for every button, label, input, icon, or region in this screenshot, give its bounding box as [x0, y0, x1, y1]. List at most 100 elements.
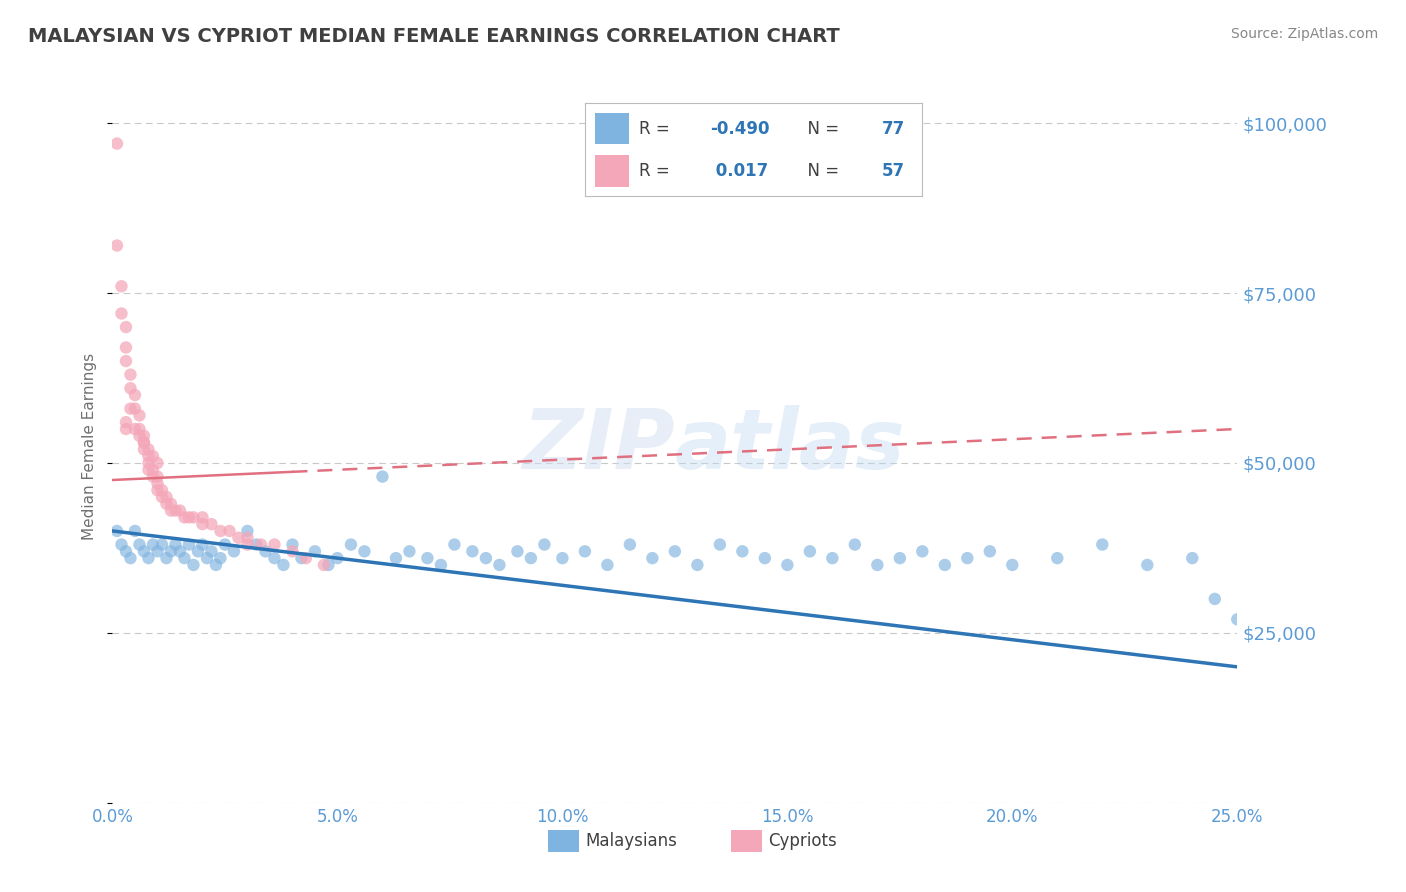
Point — [236, 524, 259, 538]
Point — [200, 517, 222, 532]
Point — [191, 517, 214, 532]
Point — [844, 537, 866, 551]
Point — [1204, 591, 1226, 606]
Point — [132, 442, 155, 457]
Point — [155, 490, 177, 504]
Point — [475, 551, 498, 566]
Point — [169, 503, 191, 517]
Point — [120, 401, 142, 416]
Point — [1046, 551, 1069, 566]
Point — [165, 503, 187, 517]
Point — [195, 551, 218, 566]
Point — [731, 544, 754, 558]
Point — [398, 544, 420, 558]
Point — [281, 544, 304, 558]
Point — [142, 469, 165, 483]
Point — [128, 429, 150, 443]
Point — [245, 537, 267, 551]
Point — [115, 320, 138, 334]
Point — [115, 544, 138, 558]
Y-axis label: Median Female Earnings: Median Female Earnings — [82, 352, 97, 540]
Point — [209, 551, 232, 566]
Point — [236, 531, 259, 545]
Point — [520, 551, 543, 566]
Point — [506, 544, 529, 558]
Point — [128, 409, 150, 423]
Point — [273, 558, 295, 572]
Point — [183, 558, 205, 572]
Point — [574, 544, 596, 558]
Point — [709, 537, 731, 551]
Point — [218, 524, 240, 538]
Point — [138, 463, 160, 477]
Point — [155, 551, 177, 566]
Point — [191, 510, 214, 524]
Point — [138, 442, 160, 457]
Point — [142, 537, 165, 551]
Point — [443, 537, 465, 551]
Point — [160, 497, 183, 511]
Point — [1091, 537, 1114, 551]
Point — [911, 544, 934, 558]
Point — [619, 537, 641, 551]
Point — [318, 558, 340, 572]
Point — [110, 306, 132, 320]
Point — [142, 463, 165, 477]
Point — [776, 558, 799, 572]
Point — [461, 544, 484, 558]
Point — [821, 551, 844, 566]
Point — [124, 388, 146, 402]
Point — [312, 558, 335, 572]
Point — [228, 531, 250, 545]
Point — [686, 558, 709, 572]
Point — [596, 558, 619, 572]
Point — [115, 354, 138, 368]
Point — [281, 537, 304, 551]
Point — [551, 551, 574, 566]
Point — [205, 558, 228, 572]
Text: Cypriots: Cypriots — [768, 832, 837, 850]
Point — [1136, 558, 1159, 572]
Point — [132, 544, 155, 558]
Point — [120, 381, 142, 395]
Point — [290, 551, 312, 566]
Point — [191, 537, 214, 551]
Point — [934, 558, 956, 572]
Point — [115, 341, 138, 355]
Text: Source: ZipAtlas.com: Source: ZipAtlas.com — [1230, 27, 1378, 41]
Point — [177, 510, 200, 524]
Point — [385, 551, 408, 566]
Point — [132, 429, 155, 443]
Point — [222, 544, 245, 558]
Point — [138, 449, 160, 463]
Point — [105, 238, 128, 252]
Point — [956, 551, 979, 566]
Point — [110, 279, 132, 293]
Point — [1226, 612, 1249, 626]
Point — [128, 422, 150, 436]
Point — [115, 415, 138, 429]
Point — [165, 537, 187, 551]
Point — [214, 537, 236, 551]
Point — [105, 524, 128, 538]
Point — [641, 551, 664, 566]
Point — [124, 524, 146, 538]
Point — [155, 497, 177, 511]
Point — [173, 510, 195, 524]
Point — [138, 551, 160, 566]
Point — [146, 469, 169, 483]
Point — [664, 544, 686, 558]
Point — [187, 544, 209, 558]
Point — [326, 551, 349, 566]
Point — [200, 544, 222, 558]
Point — [132, 435, 155, 450]
Point — [263, 537, 285, 551]
Text: Malaysians: Malaysians — [585, 832, 676, 850]
Point — [146, 476, 169, 491]
Point — [430, 558, 453, 572]
Point — [138, 456, 160, 470]
Point — [115, 422, 138, 436]
Point — [236, 537, 259, 551]
Point — [488, 558, 510, 572]
Point — [533, 537, 555, 551]
